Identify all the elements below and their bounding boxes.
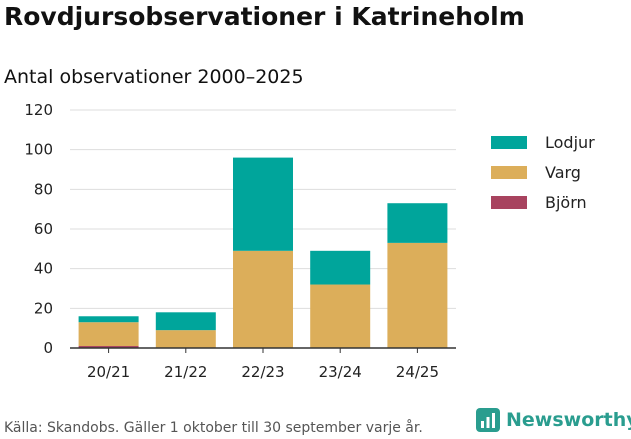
y-tick-label: 60 (34, 220, 53, 238)
x-tick-label: 22/23 (241, 363, 284, 381)
bar-bjorn-20-21 (78, 346, 139, 348)
legend-label: Lodjur (545, 132, 595, 152)
bar-lodjur-22-23 (233, 157, 293, 251)
y-tick-label: 20 (34, 299, 53, 317)
brand-logo: Newsworthy (476, 408, 631, 432)
bar-lodjur-21-22 (155, 312, 216, 331)
legend-item-bjorn: Björn (491, 187, 595, 217)
bar-varg-20-21 (78, 322, 139, 347)
bar-varg-22-23 (233, 250, 293, 348)
axes: 0 20 40 60 80 100 120 20/21 21/22 22/23 23/24 24/25 (24, 101, 456, 381)
bar-lodjur-23-24 (310, 250, 371, 285)
chart-title: Rovdjursobservationer i Katrineholm (4, 2, 525, 31)
source-note: Källa: Skandobs. Gäller 1 oktober till 3… (4, 420, 423, 436)
y-tick-label: 120 (24, 101, 53, 119)
x-tick-label: 23/24 (319, 363, 362, 381)
bars (78, 157, 448, 348)
legend-item-lodjur: Lodjur (491, 127, 595, 157)
legend: Lodjur Varg Björn (491, 127, 595, 217)
chart-subtitle: Antal observationer 2000–2025 (4, 66, 304, 88)
legend-swatch (491, 195, 527, 209)
bar-varg-23-24 (310, 284, 371, 348)
bar-chart-icon (476, 408, 500, 432)
legend-swatch (491, 165, 527, 179)
x-tick-label: 20/21 (87, 363, 130, 381)
bar-lodjur-20-21 (78, 316, 139, 323)
y-tick-label: 80 (34, 180, 53, 198)
legend-label: Varg (545, 162, 581, 182)
y-tick-label: 100 (24, 141, 53, 159)
x-tick-label: 21/22 (164, 363, 207, 381)
legend-item-varg: Varg (491, 157, 595, 187)
legend-label: Björn (545, 192, 587, 212)
bar-lodjur-24-25 (387, 203, 448, 243)
y-tick-label: 0 (43, 339, 53, 357)
bar-varg-24-25 (387, 242, 448, 348)
legend-swatch (491, 135, 527, 149)
y-tick-label: 40 (34, 260, 53, 278)
x-tick-label: 24/25 (396, 363, 439, 381)
brand-name: Newsworthy (506, 409, 631, 431)
bar-varg-21-22 (155, 330, 216, 348)
